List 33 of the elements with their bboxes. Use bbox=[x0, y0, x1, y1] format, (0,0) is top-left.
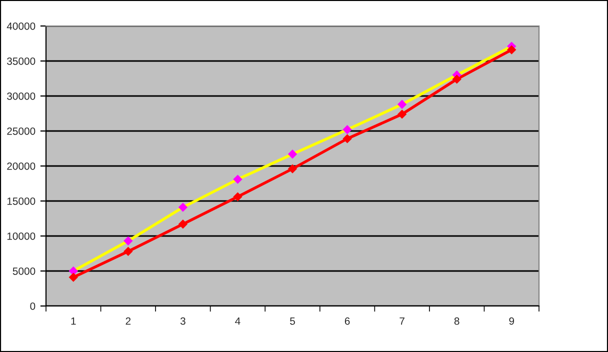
y-tick-label: 25000 bbox=[7, 128, 36, 135]
y-tick-label: 20000 bbox=[7, 162, 36, 170]
x-tick-label: 2 bbox=[126, 317, 131, 325]
point bbox=[178, 219, 188, 229]
y-tick-label: 10000 bbox=[7, 232, 36, 240]
point bbox=[452, 74, 462, 84]
x-tick-label: 1 bbox=[71, 317, 76, 325]
x-tick-label: 3 bbox=[180, 317, 186, 325]
x-tick-label: 8 bbox=[454, 317, 460, 325]
y-tick-label: 15000 bbox=[7, 198, 36, 205]
point bbox=[233, 174, 242, 184]
point bbox=[124, 236, 133, 246]
y-tick-label: 40000 bbox=[6, 22, 36, 30]
y-tick-label: 35000 bbox=[7, 58, 36, 65]
point bbox=[342, 124, 352, 134]
x-tick-label: 4 bbox=[235, 317, 240, 325]
x-tick-label: 6 bbox=[344, 317, 350, 325]
point bbox=[397, 110, 407, 119]
point bbox=[68, 272, 78, 282]
point bbox=[288, 149, 298, 159]
point bbox=[233, 192, 242, 202]
point bbox=[178, 202, 188, 212]
y-tick-label: 30000 bbox=[7, 92, 36, 100]
point bbox=[397, 100, 407, 110]
point bbox=[342, 134, 352, 144]
y-tick-label: 0 bbox=[30, 302, 36, 310]
y-tick-label: 5000 bbox=[12, 268, 36, 275]
point bbox=[288, 164, 298, 174]
x-tick-label: 9 bbox=[509, 317, 514, 325]
x-tick-label: 7 bbox=[400, 317, 404, 325]
x-tick-label: 5 bbox=[290, 317, 295, 325]
point bbox=[124, 246, 133, 256]
point bbox=[507, 45, 516, 54]
